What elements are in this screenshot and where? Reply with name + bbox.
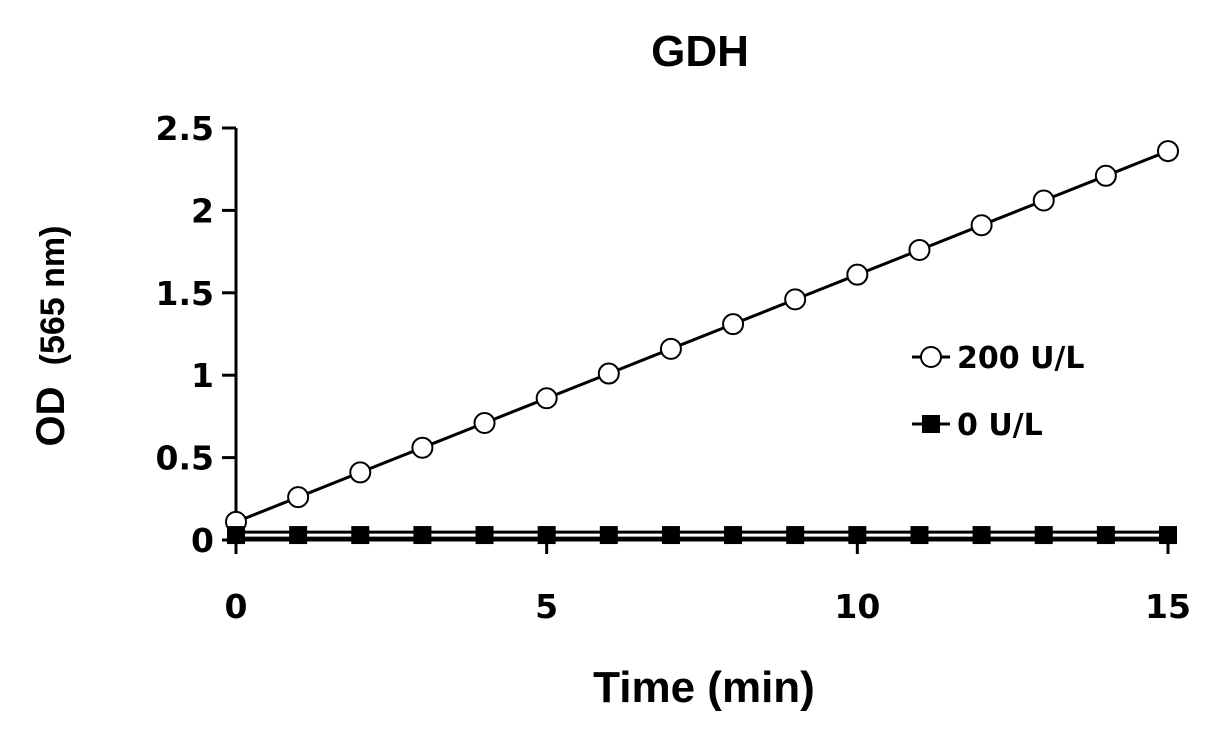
legend-label-200: 200 U/L	[957, 341, 1085, 376]
y-tick-label: 0	[191, 521, 214, 560]
y-tick-label: 1.5	[156, 274, 214, 313]
data-point	[659, 337, 682, 360]
data-point	[411, 436, 434, 459]
data-point	[1096, 526, 1115, 545]
x-tick-label: 0	[225, 587, 248, 626]
data-point	[535, 387, 558, 410]
data-point	[349, 461, 372, 484]
series-layer	[225, 140, 1179, 545]
data-point	[1159, 526, 1177, 545]
chart-title: GDH	[651, 27, 749, 76]
x-tick-label: 5	[535, 587, 558, 626]
data-point	[661, 526, 680, 545]
data-point	[599, 526, 618, 545]
legend-item-200: 200 U/L	[912, 341, 1085, 376]
series-200-ul	[225, 140, 1179, 533]
y-axis-label-main: OD	[29, 386, 73, 446]
y-tick-label: 0.5	[156, 439, 214, 478]
x-axis-label: Time (min)	[593, 663, 815, 712]
data-point	[227, 526, 245, 545]
y-tick-label: 2	[191, 191, 214, 230]
axes: 0 0.5 1 1.5 2 2.5 0 5 10 15	[156, 109, 1191, 626]
data-point	[597, 362, 620, 385]
series-line	[235, 149, 1169, 524]
data-point	[784, 288, 807, 311]
legend-marker-open-circle	[920, 346, 942, 368]
legend: 200 U/L 0 U/L	[912, 341, 1085, 443]
data-point	[908, 238, 931, 261]
data-point	[289, 526, 308, 545]
data-point	[1034, 526, 1053, 545]
data-point	[1157, 140, 1179, 163]
data-point	[910, 526, 929, 545]
data-point	[846, 263, 869, 286]
y-axis-label: OD (565 nm)	[29, 226, 73, 447]
data-point	[970, 214, 993, 237]
data-point	[1094, 164, 1117, 187]
data-point	[848, 526, 867, 545]
data-point	[1032, 189, 1055, 212]
data-point	[351, 526, 370, 545]
data-point	[287, 486, 310, 509]
y-tick-label: 1	[191, 356, 214, 395]
legend-label-0: 0 U/L	[957, 408, 1043, 443]
y-axis-label-unit: (565 nm)	[34, 226, 72, 366]
data-point	[972, 526, 991, 545]
data-point	[413, 526, 432, 545]
data-point	[473, 411, 496, 434]
y-tick-label: 2.5	[156, 109, 214, 148]
series-0-ul	[227, 526, 1177, 545]
data-point	[475, 526, 494, 545]
data-point	[722, 313, 745, 336]
data-point	[724, 526, 743, 545]
x-tick-label: 15	[1145, 587, 1191, 626]
svg-text:OD (565 nm): OD (565 nm)	[29, 226, 73, 447]
data-point	[786, 526, 805, 545]
legend-marker-filled-square	[922, 415, 940, 433]
data-point	[537, 526, 556, 545]
legend-item-0: 0 U/L	[912, 408, 1043, 443]
x-tick-label: 10	[834, 587, 880, 626]
